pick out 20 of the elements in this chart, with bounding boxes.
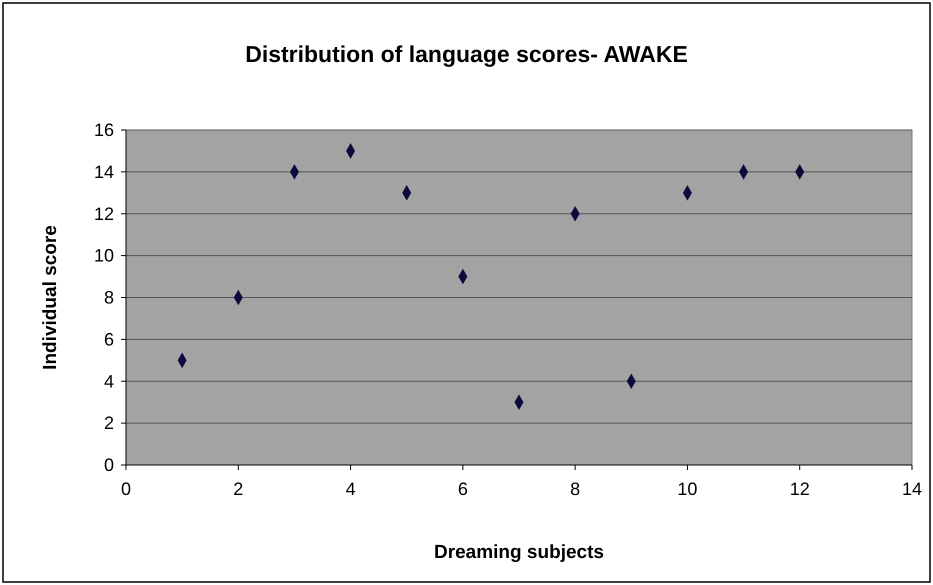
y-tick-label: 4 [104, 371, 114, 392]
y-tick-label: 10 [94, 246, 114, 266]
y-tick-label: 16 [94, 120, 114, 140]
x-tick-label: 14 [902, 479, 922, 499]
x-tick-label: 10 [677, 479, 698, 499]
x-tick-label: 12 [790, 479, 810, 499]
x-tick-label: 4 [346, 479, 356, 499]
x-axis-title: Dreaming subjects [434, 542, 604, 563]
y-tick-label: 0 [104, 455, 114, 475]
y-tick-label: 14 [94, 162, 114, 182]
x-tick-label: 0 [120, 479, 132, 499]
y-tick-label: 12 [94, 204, 114, 224]
y-tick-label: 2 [104, 413, 114, 434]
x-tick-label: 6 [458, 479, 468, 499]
x-tick-label: 8 [570, 479, 580, 499]
y-axis-title: Individual score [40, 225, 61, 370]
chart-title: Distribution of language scores- AWAKE [245, 41, 688, 67]
y-tick-label: 8 [104, 288, 114, 308]
x-tick-label: 2 [233, 479, 244, 499]
y-tick-label: 6 [104, 329, 114, 350]
